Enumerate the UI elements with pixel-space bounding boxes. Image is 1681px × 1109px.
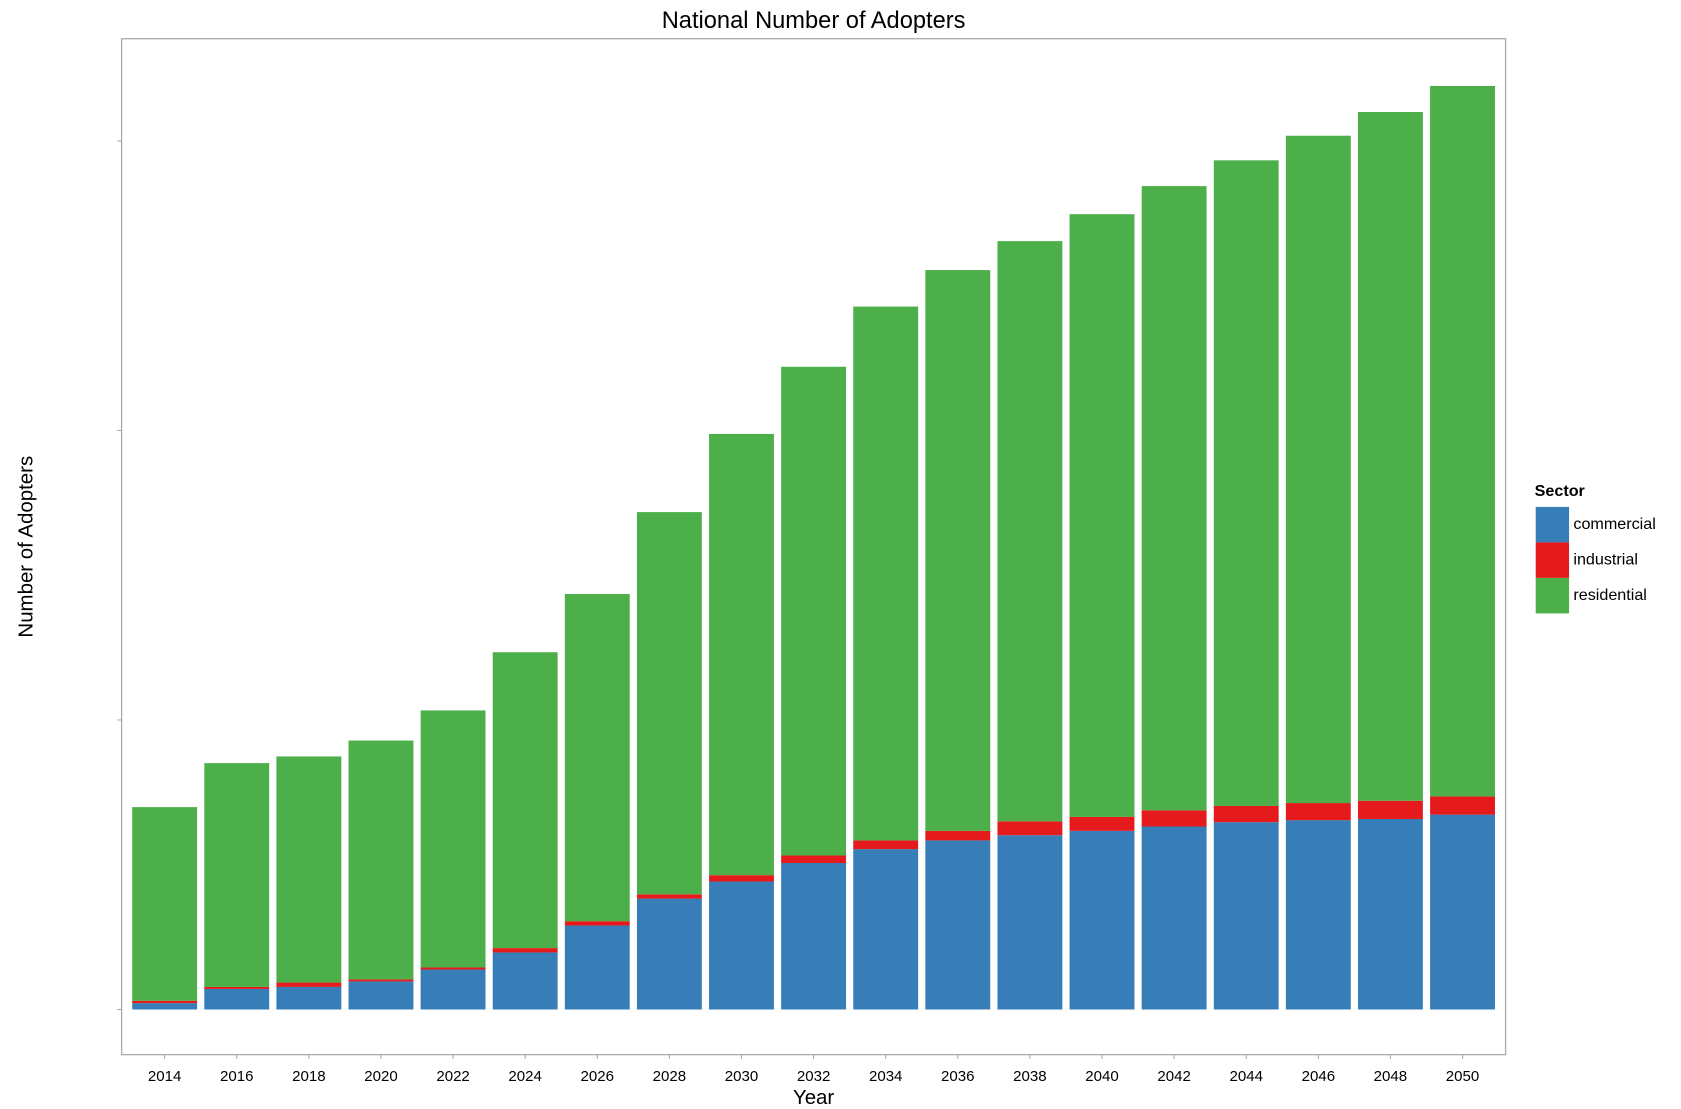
bar-segment	[709, 875, 774, 882]
legend-swatch	[1535, 577, 1570, 614]
bar-segment	[1069, 830, 1135, 1010]
bar-segment	[420, 967, 486, 970]
bar-segment	[1430, 814, 1495, 1010]
bar-segment	[132, 1000, 198, 1004]
x-tick-label: 2050	[1446, 1068, 1479, 1085]
legend-label: residential	[1573, 586, 1647, 604]
bar-segment	[420, 969, 486, 1010]
bar-segment	[204, 986, 270, 989]
bar-segment	[276, 756, 342, 983]
bar-segment	[1069, 214, 1135, 817]
bar-segment	[853, 849, 919, 1010]
x-tick-label: 2034	[869, 1068, 902, 1085]
bar-segment	[1141, 186, 1207, 811]
x-tick-label: 2022	[436, 1068, 469, 1085]
bar-segment	[1430, 85, 1495, 797]
bar-segment	[348, 981, 414, 1010]
legend-label: commercial	[1573, 515, 1655, 533]
bar-segment	[1213, 805, 1279, 823]
bar-segment	[276, 982, 342, 987]
x-tick-label: 2046	[1302, 1068, 1335, 1085]
bar-segment	[1285, 820, 1351, 1010]
x-tick-label: 2038	[1013, 1068, 1046, 1085]
bar-segment	[1357, 111, 1423, 801]
bar-segment	[997, 241, 1063, 822]
bar-segment	[348, 979, 414, 982]
bar-segment	[204, 763, 270, 987]
bar-segment	[564, 594, 630, 922]
x-tick-label: 2036	[941, 1068, 974, 1085]
bar-segment	[132, 807, 198, 1001]
legend-swatch	[1535, 506, 1570, 543]
legend-label: industrial	[1573, 550, 1638, 568]
x-tick-label: 2020	[364, 1068, 397, 1085]
bar-segment	[709, 881, 774, 1010]
bar-segment	[997, 835, 1063, 1010]
legend-swatch	[1535, 542, 1570, 578]
bar-segment	[997, 821, 1063, 836]
chart-title: National Number of Adopters	[662, 8, 966, 34]
bar-segment	[132, 1003, 198, 1010]
bar-segment	[925, 270, 991, 831]
x-tick-label: 2014	[148, 1068, 181, 1085]
x-tick-label: 2030	[725, 1068, 758, 1085]
bar-segment	[1141, 826, 1207, 1010]
bar-segment	[492, 948, 558, 953]
x-tick-label: 2016	[220, 1068, 253, 1085]
bar-segment	[636, 512, 702, 895]
bar-segment	[204, 988, 270, 1010]
bar-segment	[348, 740, 414, 980]
bar-segment	[853, 840, 919, 850]
bar-segment	[853, 306, 919, 841]
bar-segment	[1285, 135, 1351, 804]
bar-segment	[1213, 822, 1279, 1010]
bar-segment	[636, 898, 702, 1010]
x-tick-label: 2040	[1085, 1068, 1118, 1085]
x-tick-label: 2044	[1229, 1068, 1262, 1085]
x-tick-label: 2048	[1374, 1068, 1407, 1085]
bar-segment	[781, 366, 847, 856]
bar-segment	[564, 925, 630, 1010]
bar-segment	[564, 921, 630, 926]
bar-segment	[1069, 816, 1135, 831]
bar-segment	[276, 986, 342, 1010]
bar-segment	[925, 840, 991, 1010]
y-axis-label: Number of Adopters	[14, 456, 37, 638]
x-tick-label: 2032	[797, 1068, 830, 1085]
bar-segment	[1141, 810, 1207, 827]
legend-title: Sector	[1535, 482, 1586, 500]
bar-segment	[781, 862, 847, 1010]
bar-segment	[1285, 803, 1351, 821]
bar-segment	[925, 830, 991, 841]
bar-segment	[420, 710, 486, 968]
bar-segment	[1357, 800, 1423, 819]
bar-segment	[781, 855, 847, 863]
x-tick-label: 2026	[581, 1068, 614, 1085]
bar-segment	[636, 894, 702, 899]
bar-segment	[492, 952, 558, 1010]
bar-segment	[1357, 818, 1423, 1010]
bar-segment	[709, 433, 774, 876]
bar-segment	[1430, 796, 1495, 815]
x-tick-label: 2018	[292, 1068, 325, 1085]
bar-segment	[1213, 160, 1279, 806]
x-tick-label: 2024	[508, 1068, 541, 1085]
bar-segment	[492, 652, 558, 949]
x-axis-label: Year	[793, 1086, 834, 1109]
x-tick-label: 2028	[653, 1068, 686, 1085]
x-tick-label: 2042	[1157, 1068, 1190, 1085]
